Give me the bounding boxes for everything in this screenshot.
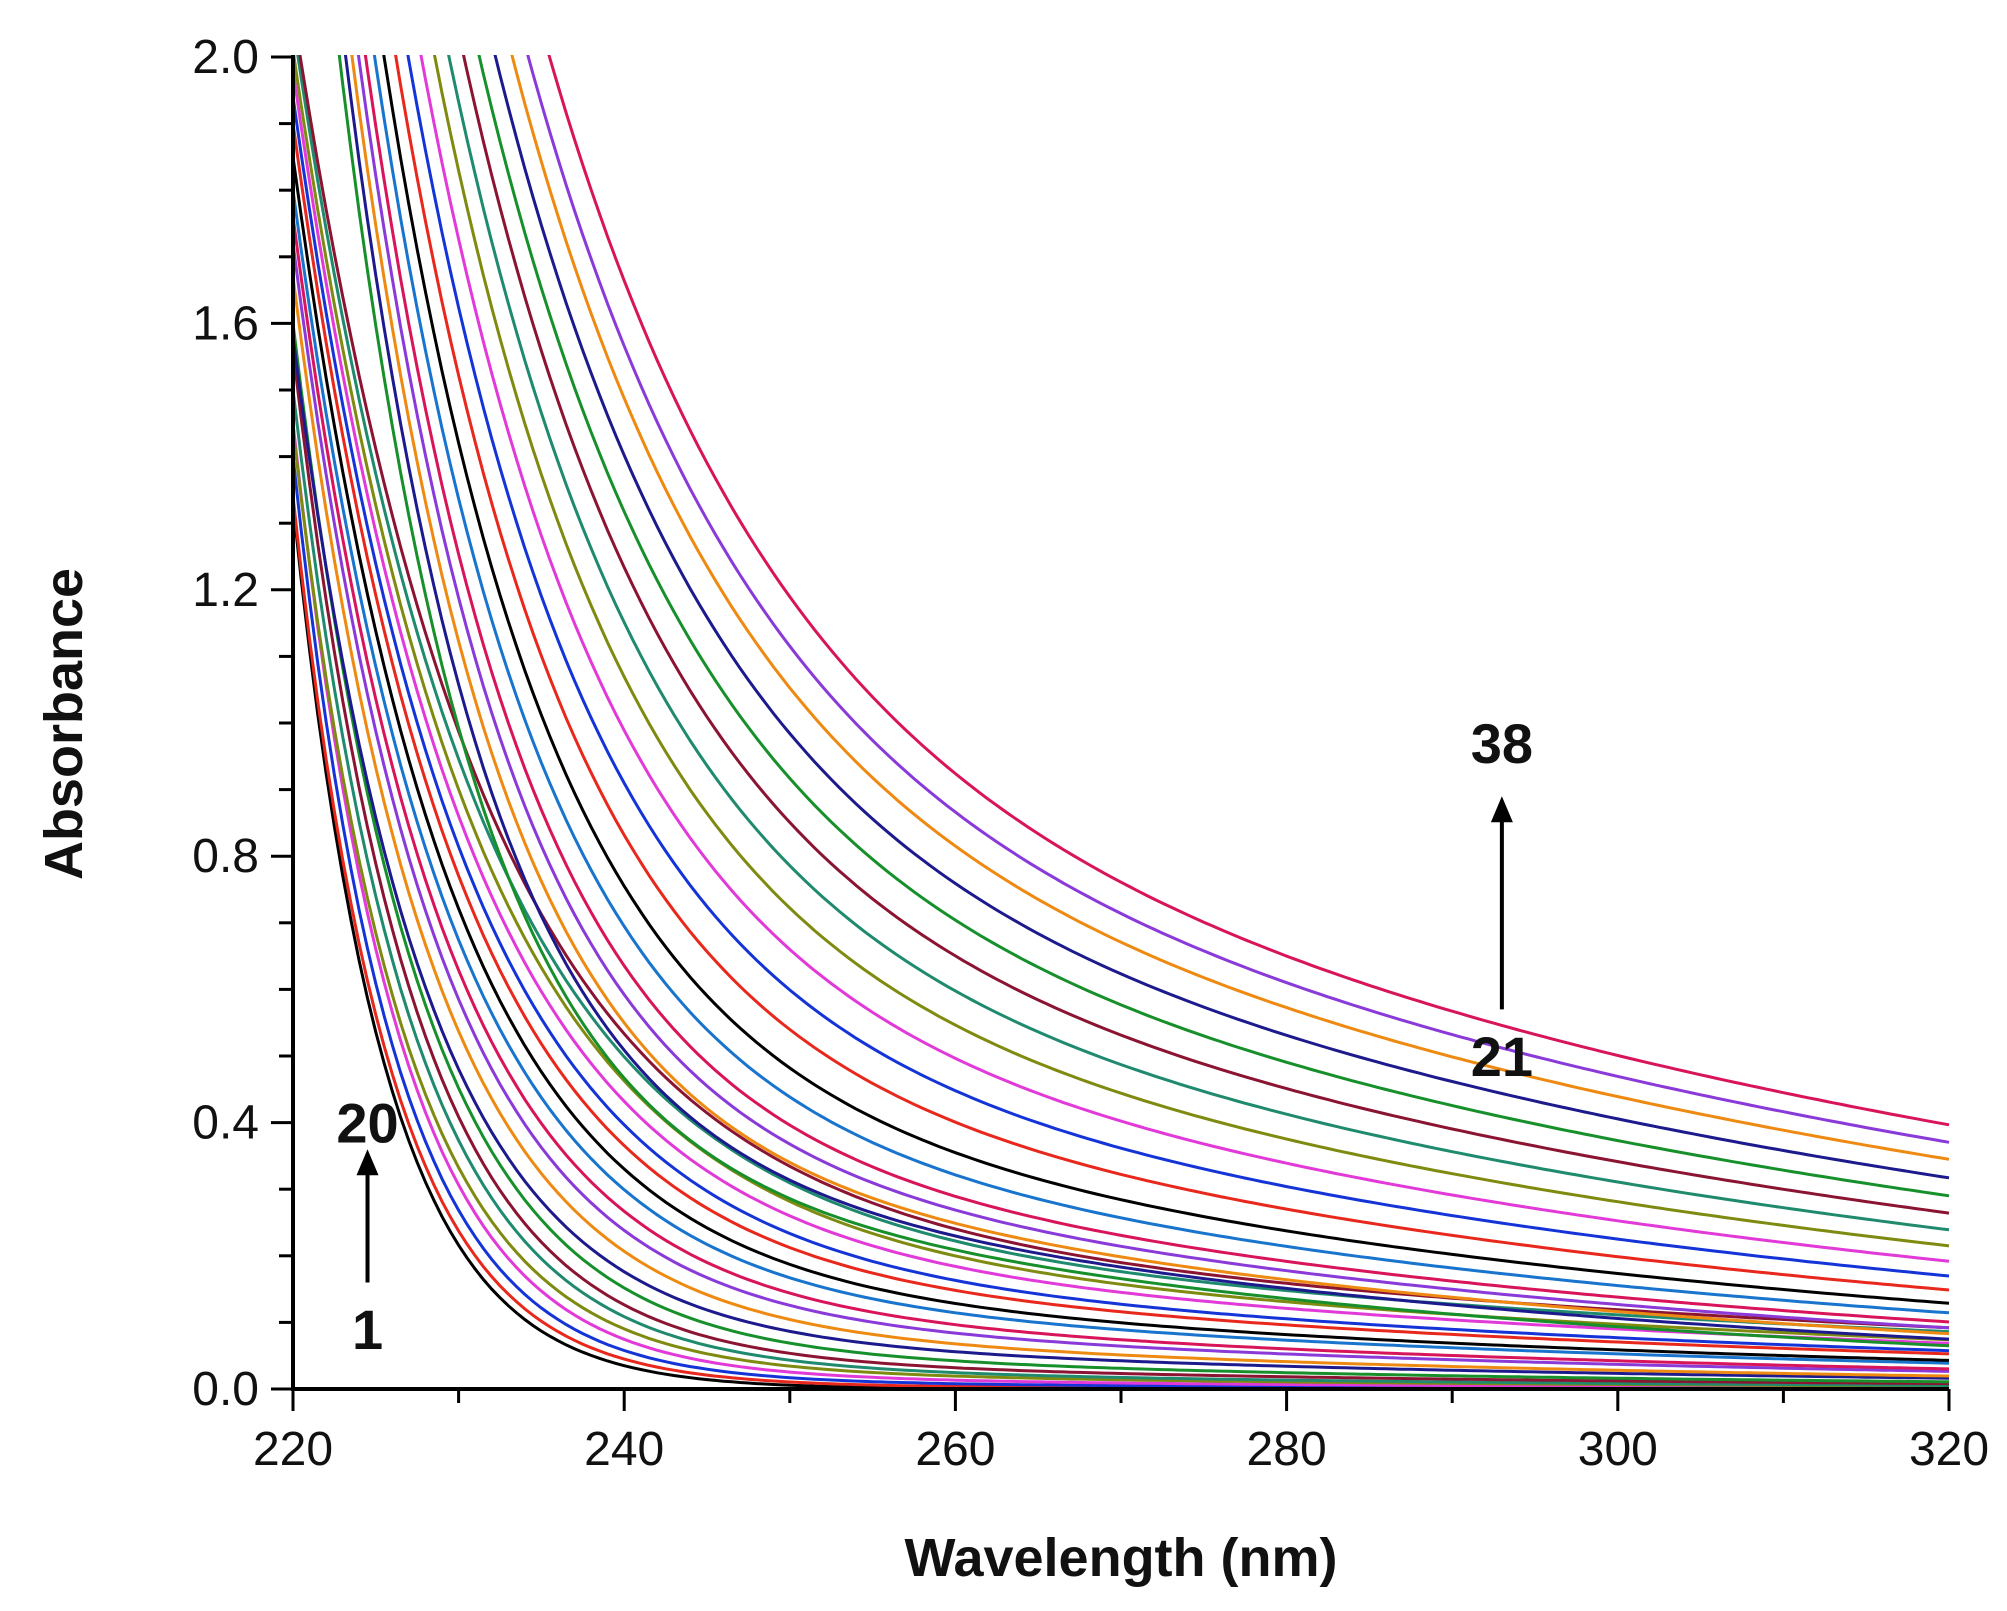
arrow-1-to-20 [356, 1149, 379, 1283]
series-line-7 [291, 349, 1950, 1386]
annotation-label-21: 21 [1471, 1025, 1533, 1088]
series-line-35 [493, 55, 1950, 1180]
series-line-33 [461, 55, 1950, 1215]
x-tick-label-260: 260 [915, 1423, 995, 1476]
y-tick-label-0.8: 0.8 [192, 830, 259, 883]
series-line-16 [291, 96, 1950, 1353]
series-line-9 [291, 336, 1950, 1380]
x-tick-label-280: 280 [1247, 1423, 1327, 1476]
y-tick-label-1.2: 1.2 [192, 564, 259, 617]
x-axis-title: Wavelength (nm) [904, 1528, 1337, 1588]
series-line-13 [291, 189, 1950, 1365]
x-tick-label-300: 300 [1578, 1423, 1658, 1476]
y-tick-label-0.0: 0.0 [192, 1363, 259, 1416]
ticks-group: 220 240 260 280 300 320 0.0 0.4 0.8 1.2 1.6 2.0 [192, 31, 1989, 1476]
series-line-20 [298, 55, 1950, 1330]
series-line-30 [419, 55, 1950, 1263]
series-line-11 [291, 243, 1950, 1373]
series-line-4 [291, 423, 1950, 1389]
annotation-label-1: 1 [352, 1298, 383, 1361]
arrow-1-to-20-head [356, 1149, 379, 1176]
x-tick-label-220: 220 [253, 1423, 333, 1476]
series-line-25 [363, 55, 1950, 1324]
series-line-31 [432, 55, 1950, 1248]
annotation-group: 1 20 21 38 [336, 712, 1533, 1361]
annotation-label-38: 38 [1471, 712, 1533, 775]
series-line-10 [291, 276, 1950, 1378]
series-line-21 [337, 55, 1950, 1348]
series-line-15 [291, 123, 1950, 1356]
series-group [291, 55, 1950, 1391]
series-line-36 [510, 55, 1950, 1161]
y-axis-title: Absorbance [34, 568, 94, 880]
series-line-19 [296, 55, 1950, 1334]
series-line-22 [343, 55, 1950, 1341]
series-line-6 [291, 389, 1949, 1387]
x-tick-label-320: 320 [1909, 1423, 1989, 1476]
y-tick-label-2.0: 2.0 [192, 31, 259, 84]
series-line-24 [356, 55, 1950, 1330]
series-line-14 [291, 156, 1950, 1362]
series-line-26 [372, 55, 1950, 1315]
y-tick-label-1.6: 1.6 [192, 297, 259, 350]
y-tick-label-0.4: 0.4 [192, 1097, 259, 1150]
series-line-8 [291, 323, 1950, 1384]
series-line-12 [291, 216, 1950, 1371]
annotation-label-20: 20 [336, 1092, 398, 1155]
series-line-28 [394, 55, 1950, 1292]
series-line-37 [526, 55, 1950, 1144]
axes-group [291, 55, 1949, 1391]
series-line-18 [292, 55, 1950, 1342]
x-tick-label-240: 240 [584, 1423, 664, 1476]
series-line-38 [547, 55, 1950, 1127]
series-line-23 [350, 55, 1950, 1336]
arrow-21-to-38 [1490, 796, 1513, 1010]
series-line-34 [477, 55, 1950, 1198]
series-line-27 [382, 55, 1950, 1305]
series-line-32 [447, 55, 1950, 1232]
series-line-29 [406, 55, 1950, 1278]
series-line-17 [291, 70, 1950, 1345]
arrow-21-to-38-head [1490, 796, 1513, 823]
